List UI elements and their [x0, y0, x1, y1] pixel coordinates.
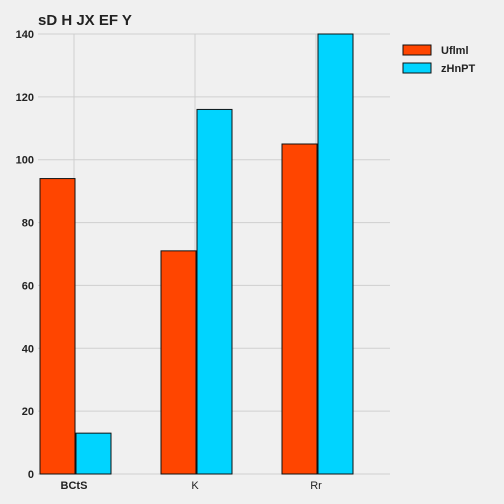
- bar-Rr-zHnPT: [317, 33, 354, 475]
- chart-title: sD H JX EF Y: [38, 12, 132, 29]
- y-tick-label: 80: [22, 218, 34, 230]
- x-tick-label: K: [191, 480, 199, 492]
- y-tick-label: 140: [16, 29, 34, 41]
- x-axis-ticks: BCtS K Rr: [61, 480, 323, 492]
- y-tick-label: 20: [22, 406, 34, 418]
- bar-BCtS-zHnPT: [75, 432, 112, 475]
- bar-Rr-Uflml: [281, 143, 318, 475]
- legend: Uflml zHnPT: [402, 44, 476, 75]
- y-tick-label: 40: [22, 343, 34, 355]
- y-tick-label: 100: [16, 155, 34, 167]
- bar-K-zHnPT: [196, 108, 233, 475]
- bar-BCtS-Uflml: [39, 178, 76, 475]
- bars: [39, 33, 354, 475]
- y-axis-ticks: 0 20 40 60 80 100 120 140: [16, 29, 34, 481]
- y-tick-label: 60: [22, 280, 34, 292]
- x-tick-label: Rr: [310, 480, 322, 492]
- x-tick-label: BCtS: [61, 480, 88, 492]
- legend-label: zHnPT: [441, 63, 476, 75]
- legend-swatch: [402, 62, 432, 74]
- bar-K-Uflml: [160, 250, 197, 475]
- y-tick-label: 120: [16, 92, 34, 104]
- y-tick-label: 0: [28, 469, 34, 481]
- legend-label: Uflml: [441, 45, 469, 57]
- legend-swatch: [402, 44, 432, 56]
